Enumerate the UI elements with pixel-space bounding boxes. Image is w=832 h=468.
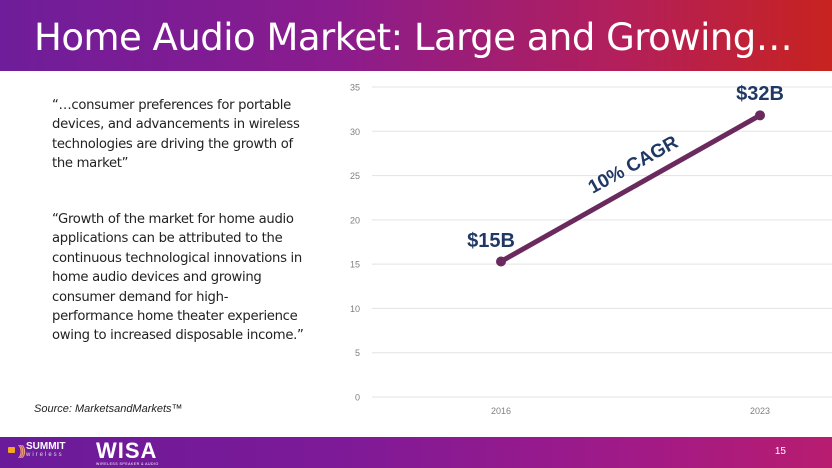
x-tick-label: 2023 [750,406,770,416]
summit-wireless-logo: ))) SUMMIT wireless [8,442,65,458]
y-tick-label: 30 [350,127,360,137]
quote-2: “Growth of the market for home audio app… [52,212,304,344]
summit-logo-text: SUMMIT [26,441,66,452]
title-banner: Home Audio Market: Large and Growing… [0,0,832,71]
data-point [755,110,765,121]
quote-1: “…consumer preferences for portable devi… [52,98,300,172]
x-tick-label: 2016 [491,406,511,416]
data-label-2016: $15B [467,230,515,252]
y-tick-label: 15 [350,260,360,270]
y-tick-label: 5 [355,348,360,358]
y-tick-label: 10 [350,304,360,314]
wisa-logo-text: WISA [96,438,158,463]
wireless-waves-icon: ))) [18,442,26,458]
y-tick-label: 0 [355,393,360,403]
wisa-logo: WISA WIRELESS SPEAKER & AUDIO [96,438,159,467]
summit-logo-subtext: wireless [26,452,64,458]
y-tick-label: 20 [350,215,360,225]
data-point [496,256,506,267]
series-line [498,112,763,264]
page-number: 15 [774,446,786,457]
wisa-logo-subtext: WIRELESS SPEAKER & AUDIO [96,462,159,466]
summit-logo-icon [8,447,15,453]
page-title: Home Audio Market: Large and Growing… [34,16,793,59]
footer-bar: ))) SUMMIT wireless WISA WIRELESS SPEAKE… [0,437,832,468]
y-tick-label: 25 [350,171,360,181]
y-tick-label: 35 [350,83,360,93]
source-citation: Source: MarketsandMarkets™ [34,403,183,415]
data-label-2023: $32B [736,83,784,105]
